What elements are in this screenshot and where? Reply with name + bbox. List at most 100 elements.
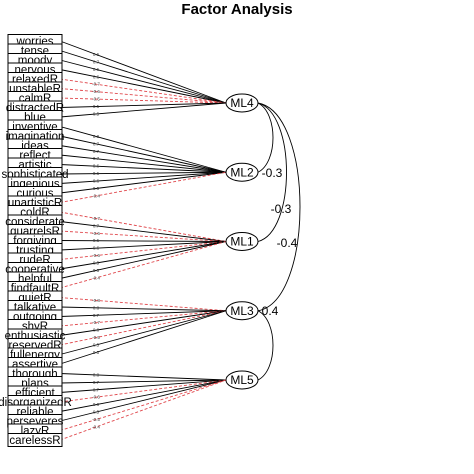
factor-nodes: ML4 ML2 ML1 ML3 ML5 — [225, 93, 259, 390]
loading-path-efficient — [59, 379, 227, 393]
loading-label-inventive: 0.8 — [93, 134, 100, 139]
loading-label-reflect: 0.7 — [93, 156, 100, 161]
factor-node-ML1 — [225, 232, 259, 251]
correlation-path-ML4-ML2 — [257, 102, 274, 173]
loading-label-assertive: 0.5 — [93, 350, 100, 355]
loading-path-disorganizedR — [59, 379, 227, 403]
item-boxes: worriestensemoodynervousrelaxedRunstable… — [0, 34, 72, 447]
loading-label-lazyR: -0.5 — [92, 417, 100, 422]
loading-path-reliable — [59, 379, 227, 412]
loading-label-outgoing: 0.7 — [93, 313, 100, 318]
factor-node-ML2 — [225, 162, 259, 182]
loading-label-disorganizedR: -0.6 — [92, 395, 100, 400]
factor-correlation-paths: -0.3 -0.3 -0.4 0.4 — [257, 102, 301, 381]
loading-path-reservedR — [59, 310, 227, 346]
loading-path-lazyR — [59, 379, 227, 431]
loading-label-trusting: 0.6 — [93, 246, 100, 251]
loading-path-perseveres — [59, 379, 227, 422]
loading-path-talkative — [59, 306, 227, 312]
correlation-path-ML4-ML1 — [257, 102, 287, 242]
loading-path-quietR — [59, 297, 227, 312]
loading-label-rudeR: -0.6 — [92, 253, 100, 258]
loading-path-nervous — [59, 69, 227, 104]
correlation-path-ML4-ML3 — [257, 102, 301, 312]
loading-label-worries: 0.6 — [93, 52, 100, 57]
loading-label-cooperative: 0.5 — [93, 261, 100, 266]
loading-path-coldR — [59, 211, 227, 242]
factor-label-ML3: ML3 — [230, 304, 254, 318]
loading-label-curious: 0.5 — [93, 186, 100, 191]
loading-label-blue: 0.5 — [93, 111, 100, 116]
item-box-carelessR — [7, 433, 63, 447]
loading-label-helpful: 0.5 — [93, 268, 100, 273]
loading-label-ingenious: 0.6 — [93, 179, 100, 184]
loading-label-tense: 0.7 — [93, 59, 100, 64]
loading-path-unstableR — [59, 88, 227, 104]
correlation-label-ML4-ML2: -0.3 — [262, 166, 283, 180]
loading-path-inventive — [59, 126, 227, 173]
loading-path-quarrelsR — [59, 230, 227, 242]
loading-path-trusting — [59, 241, 227, 251]
loading-path-thorough — [59, 373, 227, 381]
correlation-path-ML3-ML5 — [257, 310, 274, 381]
factor-node-ML5 — [225, 370, 259, 390]
correlation-label-ML4-ML3: -0.4 — [277, 236, 298, 250]
loading-path-distractedR — [59, 102, 227, 108]
loading-path-imagination — [59, 135, 227, 173]
loading-label-coldR: -0.7 — [92, 216, 100, 221]
loading-label-quarrelsR: -0.6 — [92, 231, 100, 236]
loading-label-relaxedR: -0.7 — [92, 82, 100, 87]
loading-path-enthusiastic — [59, 310, 227, 336]
factor-label-ML5: ML5 — [230, 373, 254, 387]
loading-label-fullenergy: 0.5 — [93, 343, 100, 348]
loading-label-calmR: -0.5 — [92, 97, 100, 102]
loading-path-shyR — [59, 310, 227, 327]
loading-path-fullenergy — [59, 310, 227, 355]
factor-node-ML4 — [225, 93, 259, 113]
loading-label-efficient: 0.7 — [93, 387, 100, 392]
loading-label-carelessR: -0.4 — [92, 424, 100, 429]
loading-path-forgiving — [59, 240, 227, 242]
loading-path-tense — [59, 50, 227, 104]
loading-path-moody — [59, 59, 227, 104]
loading-label-reservedR: -0.5 — [92, 335, 100, 340]
loading-path-curious — [59, 171, 227, 194]
loading-label-nervous: 0.6 — [93, 74, 100, 79]
loading-label-sophisticated: 0.6 — [93, 171, 100, 176]
loading-label-thorough: 0.8 — [93, 372, 100, 377]
loading-path-calmR — [59, 97, 227, 104]
factor-label-ML1: ML1 — [230, 235, 254, 249]
loading-label-perseveres: 0.5 — [93, 410, 100, 415]
loading-path-rudeR — [59, 241, 227, 260]
diagram-title: Factor Analysis — [181, 1, 293, 18]
loading-path-helpful — [59, 241, 227, 279]
loading-path-findfaultR — [59, 241, 227, 289]
loading-path-ideas — [59, 145, 227, 173]
loading-path-assertive — [59, 310, 227, 365]
loading-path-ingenious — [59, 171, 227, 184]
loading-path-worries — [59, 40, 227, 104]
loading-label-plans: 0.7 — [93, 380, 100, 385]
loading-label-shyR: -0.7 — [92, 320, 100, 325]
loading-label-imagination: 0.7 — [93, 141, 100, 146]
loading-label-artistic: 0.6 — [93, 164, 100, 169]
loading-path-plans — [59, 379, 227, 384]
factor-label-ML2: ML2 — [230, 165, 254, 179]
loading-label-reliable: 0.6 — [93, 402, 100, 407]
correlation-label-ML4-ML1: -0.3 — [271, 202, 292, 216]
loading-path-unartisticR — [59, 171, 227, 203]
loading-path-cooperative — [59, 241, 227, 270]
loading-path-carelessR — [59, 379, 227, 441]
loading-label-considerate: 0.7 — [93, 223, 100, 228]
loading-label-quietR: -0.8 — [92, 298, 100, 303]
loading-label-ideas: 0.7 — [93, 149, 100, 154]
loading-path-artistic — [59, 164, 227, 173]
loading-label-distractedR: 0.5 — [93, 104, 100, 109]
loading-label-unstableR: -0.6 — [92, 89, 100, 94]
loading-path-reflect — [59, 154, 227, 173]
loading-label-unartisticR: -0.4 — [92, 193, 100, 198]
correlation-label-ML3-ML5: 0.4 — [262, 304, 279, 318]
loading-paths: 0.6 0.7 0.6 0.6 -0.7 -0.6 -0.5 0.5 0.5 0.8 0.7 0.7 0… — [59, 40, 227, 441]
factor-node-ML3 — [225, 301, 259, 321]
